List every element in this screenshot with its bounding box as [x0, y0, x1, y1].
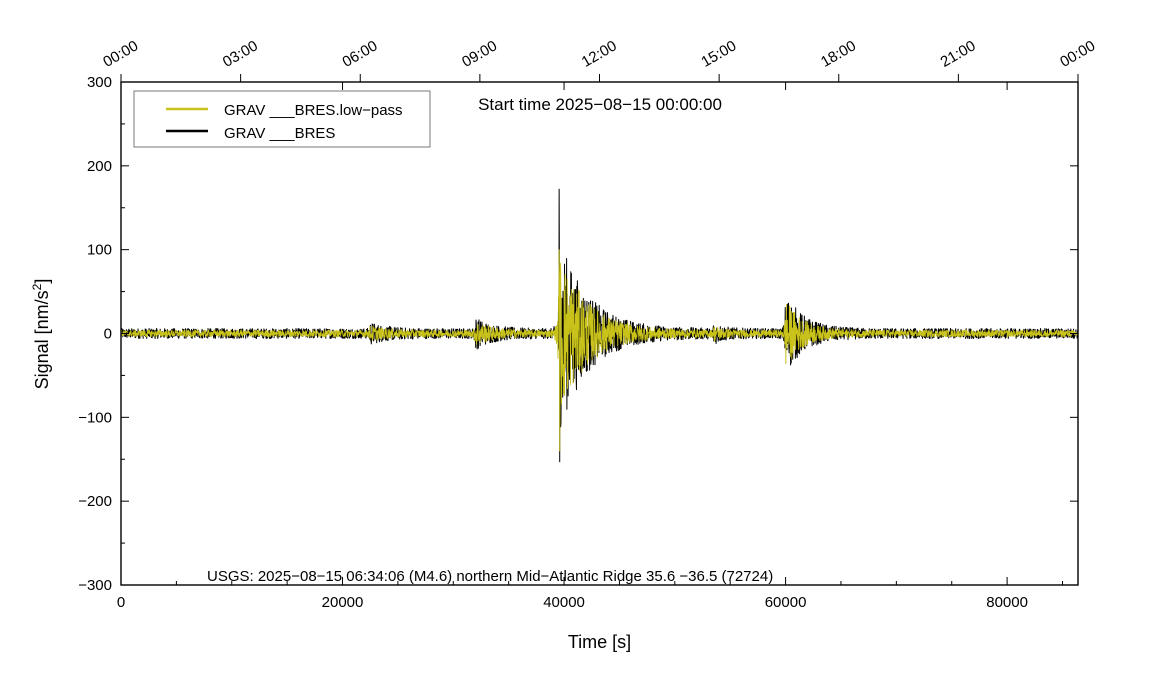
legend-box	[133, 90, 431, 148]
y-axis-title-tail: ]	[32, 279, 52, 284]
y-axis-title-sup: 2	[30, 283, 44, 290]
x-tick-label: 20000	[322, 594, 364, 611]
event-annotation: USGS: 2025−08−15 06:34:06 (M4.6) norther…	[207, 568, 773, 585]
time-of-day-label: 18:00	[818, 37, 859, 70]
start-time-label: Start time 2025−08−15 00:00:00	[478, 95, 722, 114]
legend: GRAV ___BRES.low−pass GRAV ___BRES	[133, 90, 431, 148]
y-axis-title-main: Signal [nm/s	[32, 290, 52, 389]
time-of-day-label: 21:00	[938, 37, 979, 70]
y-tick-label: −100	[78, 409, 112, 426]
x-tick-label: 0	[117, 594, 125, 611]
time-of-day-label: 06:00	[339, 37, 380, 70]
y-tick-label: 200	[87, 158, 112, 175]
y-tick-label: −200	[78, 493, 112, 510]
time-of-day-label: 03:00	[220, 37, 261, 70]
series-layer	[120, 188, 1079, 463]
x-tick-label: 40000	[543, 594, 585, 611]
x-tick-label: 60000	[765, 594, 807, 611]
time-of-day-label: 00:00	[100, 37, 141, 70]
y-axis-title: Signal [nm/s2]	[30, 279, 52, 390]
time-of-day-label: 00:00	[1057, 37, 1098, 70]
y-tick-label: 100	[87, 242, 112, 259]
y-tick-label: −300	[78, 577, 112, 594]
x-axis-title: Time [s]	[568, 632, 631, 652]
y-tick-label: 0	[104, 326, 112, 343]
series-line-lowpass	[120, 249, 1079, 452]
time-of-day-label: 09:00	[459, 37, 500, 70]
time-of-day-label: 12:00	[579, 37, 620, 70]
y-tick-label: 300	[87, 74, 112, 91]
legend-label-lowpass: GRAV ___BRES.low−pass	[224, 102, 403, 119]
x-tick-label: 80000	[986, 594, 1028, 611]
time-of-day-label: 15:00	[698, 37, 739, 70]
legend-label-raw: GRAV ___BRES	[224, 125, 335, 142]
